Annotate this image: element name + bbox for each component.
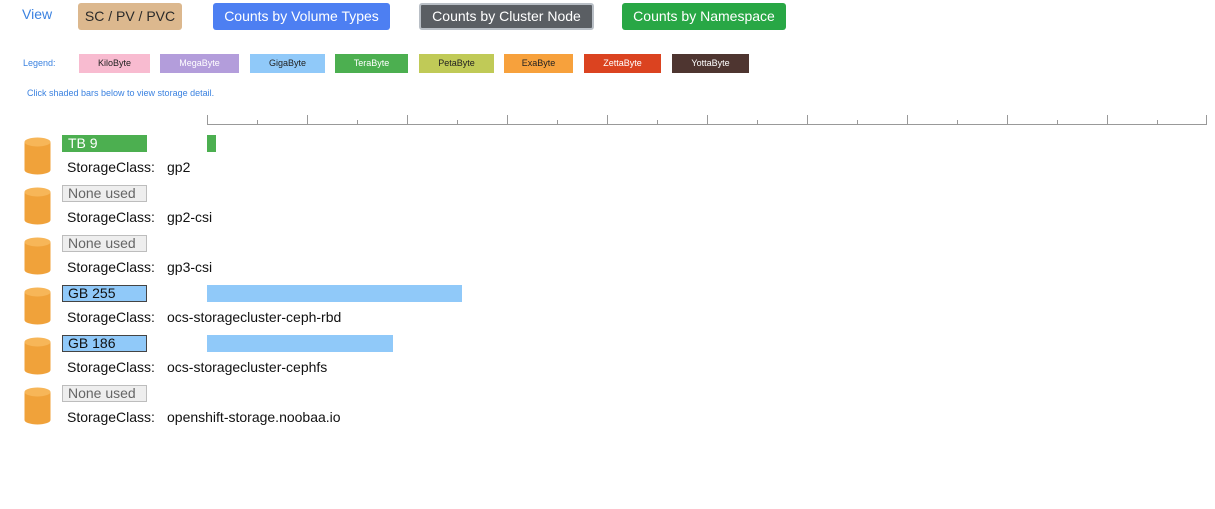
- legend-label: Legend:: [23, 58, 56, 68]
- storage-class-name: gp3-csi: [167, 259, 213, 275]
- storage-class-name: ocs-storagecluster-cephfs: [167, 359, 328, 375]
- storage-class-name: openshift-storage.noobaa.io: [167, 409, 341, 425]
- scale-axis: [207, 115, 1207, 125]
- capacity-badge: None used: [62, 185, 147, 202]
- legend-petabyte: PetaByte: [419, 54, 494, 73]
- storage-class-row-gp2: StorageClass: gp2: [67, 159, 190, 175]
- storage-class-row-cephfs: StorageClass: ocs-storagecluster-cephfs: [67, 359, 327, 375]
- storage-cylinder-icon: [24, 187, 51, 225]
- storage-class-label: StorageClass:: [67, 209, 155, 225]
- capacity-bar[interactable]: [207, 335, 393, 352]
- counts-by-volume-types-button[interactable]: Counts by Volume Types: [213, 3, 390, 30]
- storage-cylinder-icon: [24, 387, 51, 425]
- capacity-badge: None used: [62, 235, 147, 252]
- legend-zettabyte: ZettaByte: [584, 54, 661, 73]
- legend-megabyte: MegaByte: [160, 54, 239, 73]
- storage-class-label: StorageClass:: [67, 159, 155, 175]
- storage-cylinder-icon: [24, 337, 51, 375]
- storage-class-label: StorageClass:: [67, 359, 155, 375]
- storage-detail-hint: Click shaded bars below to view storage …: [27, 88, 215, 98]
- capacity-badge: None used: [62, 385, 147, 402]
- legend-gigabyte: GigaByte: [250, 54, 325, 73]
- storage-cylinder-icon: [24, 137, 51, 175]
- capacity-bar[interactable]: [207, 285, 462, 302]
- storage-class-label: StorageClass:: [67, 309, 155, 325]
- counts-by-cluster-node-button[interactable]: Counts by Cluster Node: [419, 3, 594, 30]
- counts-by-namespace-button[interactable]: Counts by Namespace: [622, 3, 786, 30]
- storage-class-label: StorageClass:: [67, 409, 155, 425]
- storage-class-name: gp2-csi: [167, 209, 213, 225]
- legend-terabyte: TeraByte: [335, 54, 408, 73]
- storage-class-name: ocs-storagecluster-ceph-rbd: [167, 309, 342, 325]
- storage-class-row-gp2-csi: StorageClass: gp2-csi: [67, 209, 212, 225]
- storage-cylinder-icon: [24, 287, 51, 325]
- sc-pv-pvc-button[interactable]: SC / PV / PVC: [78, 3, 182, 30]
- legend-exabyte: ExaByte: [504, 54, 573, 73]
- storage-class-label: StorageClass:: [67, 259, 155, 275]
- storage-class-row-gp3-csi: StorageClass: gp3-csi: [67, 259, 212, 275]
- storage-cylinder-icon: [24, 237, 51, 275]
- view-label: View: [22, 6, 53, 22]
- storage-class-row-ceph-rbd: StorageClass: ocs-storagecluster-ceph-rbd: [67, 309, 341, 325]
- capacity-badge[interactable]: GB 255: [62, 285, 147, 302]
- capacity-bar[interactable]: [207, 135, 216, 152]
- capacity-badge[interactable]: TB 9: [62, 135, 147, 152]
- capacity-badge[interactable]: GB 186: [62, 335, 147, 352]
- storage-class-row-noobaa: StorageClass: openshift-storage.noobaa.io: [67, 409, 341, 425]
- legend-yottabyte: YottaByte: [672, 54, 749, 73]
- storage-class-name: gp2: [167, 159, 191, 175]
- legend-kilobyte: KiloByte: [79, 54, 150, 73]
